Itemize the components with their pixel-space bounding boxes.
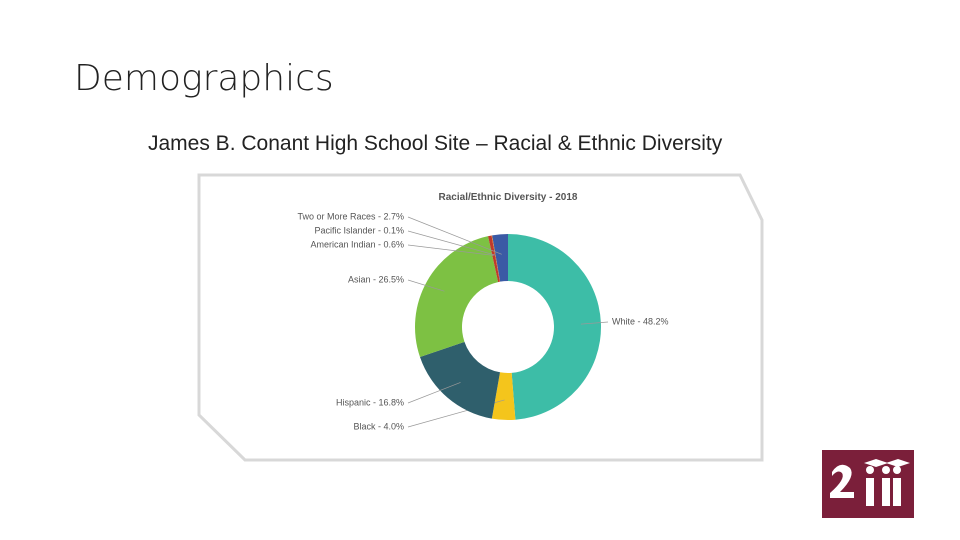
leader-line xyxy=(407,244,494,256)
chart-card xyxy=(197,173,764,462)
data-label: Black - 4.0% xyxy=(353,421,404,431)
donut-slice xyxy=(491,235,501,282)
leader-line xyxy=(407,279,445,292)
data-label: Asian - 26.5% xyxy=(348,274,404,284)
donut-slice xyxy=(419,341,501,419)
data-label: Hispanic - 16.8% xyxy=(336,397,404,407)
donut-slice xyxy=(492,234,508,282)
chart-title: Racial/Ethnic Diversity - 2018 xyxy=(439,192,578,203)
leader-line xyxy=(580,321,609,325)
data-label: American Indian - 0.6% xyxy=(310,239,404,249)
donut-slice xyxy=(508,234,602,420)
data-label: White - 48.2% xyxy=(612,316,669,326)
data-label: Two or More Races - 2.7% xyxy=(297,211,404,221)
donut-slice xyxy=(415,236,499,358)
data-label: Pacific Islander - 0.1% xyxy=(314,225,404,235)
donut: White - 48.2% Black - 4.0% Hispanic - 16.8… xyxy=(297,211,668,431)
donut-slice xyxy=(488,235,500,283)
slide-title: Demographics xyxy=(74,58,334,99)
leader-line xyxy=(407,230,496,256)
logo xyxy=(822,450,914,518)
slide-subtitle: James B. Conant High School Site – Racia… xyxy=(148,132,723,155)
donut-slice xyxy=(491,372,516,421)
leader-line xyxy=(407,382,461,404)
leader-line xyxy=(407,216,502,255)
